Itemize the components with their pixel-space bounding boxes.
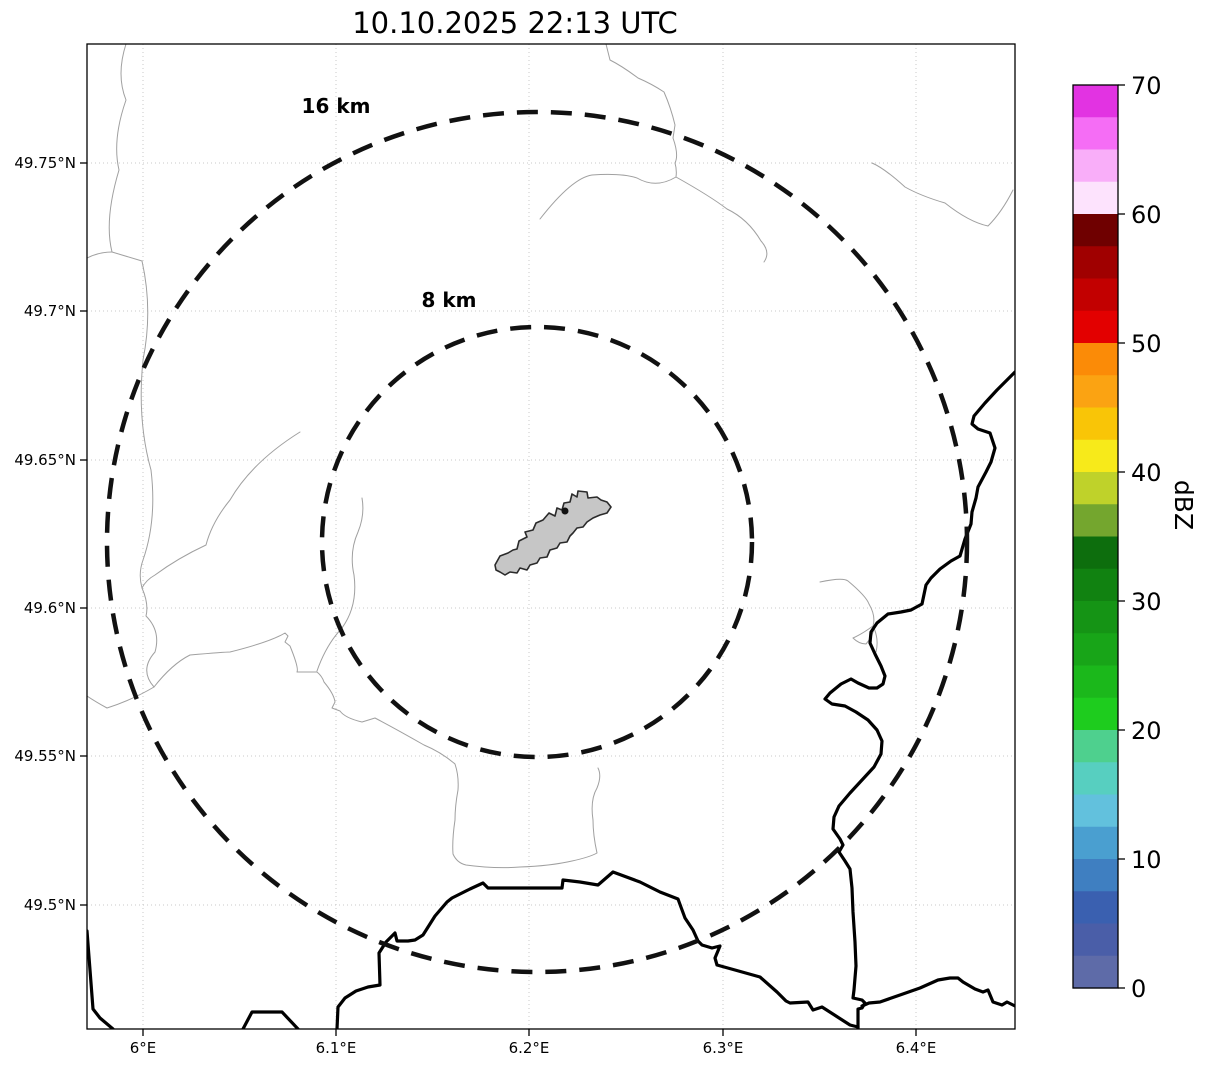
colorbar-tick-label: 20 <box>1131 717 1162 745</box>
colorbar-tick-label: 10 <box>1131 846 1162 874</box>
south-border-east <box>860 976 1015 1008</box>
colorbar-tick-label: 60 <box>1131 201 1162 229</box>
colorbar-segment <box>1073 504 1118 538</box>
colorbar-segment <box>1073 923 1118 957</box>
colorbar-segment <box>1073 601 1118 634</box>
colorbar: 70 60 50 40 30 20 10 0 dBZ <box>1072 72 1198 1003</box>
y-axis: 49.75°N 49.7°N 49.65°N 49.6°N 49.55°N 49… <box>14 154 87 914</box>
colorbar-segment <box>1073 891 1118 925</box>
colorbar-segment <box>1073 568 1118 602</box>
country-border-lines <box>87 370 1015 1029</box>
range-ring-16km <box>104 109 970 975</box>
colorbar-segment <box>1073 730 1118 763</box>
south-border-main <box>335 870 860 1029</box>
colorbar-tick-label: 50 <box>1131 330 1162 358</box>
range-ring-8km-label: 8 km <box>421 288 476 312</box>
south-border-west <box>87 929 115 1029</box>
colorbar-segment <box>1073 697 1118 731</box>
x-tick-label: 6°E <box>130 1039 157 1057</box>
range-ring-16km-label: 16 km <box>302 94 371 118</box>
colorbar-segment <box>1073 633 1118 667</box>
admin-boundary-lines <box>87 44 1014 869</box>
colorbar-segment <box>1073 439 1118 473</box>
range-ring-8km <box>319 324 755 760</box>
x-tick-label: 6.3°E <box>703 1039 744 1057</box>
colorbar-segment <box>1073 246 1118 280</box>
colorbar-segment <box>1073 794 1118 828</box>
colorbar-tick-label: 30 <box>1131 588 1162 616</box>
y-tick-label: 49.7°N <box>24 302 76 320</box>
colorbar-segment <box>1073 826 1118 860</box>
colorbar-frame <box>1072 84 1119 989</box>
colorbar-segment <box>1073 407 1118 441</box>
x-tick-label: 6.4°E <box>896 1039 937 1057</box>
x-axis: 6°E 6.1°E 6.2°E 6.3°E 6.4°E <box>130 1029 937 1057</box>
colorbar-segment <box>1073 859 1118 892</box>
x-tick-label: 6.1°E <box>316 1039 357 1057</box>
y-tick-label: 49.6°N <box>24 599 76 617</box>
y-tick-label: 49.55°N <box>14 747 76 765</box>
colorbar-tick-label: 0 <box>1131 975 1146 1003</box>
colorbar-unit-label: dBZ <box>1169 480 1198 530</box>
colorbar-segment <box>1073 762 1118 796</box>
colorbar-segment <box>1073 343 1118 376</box>
radar-site-dot <box>561 507 569 515</box>
south-border-hill <box>241 1010 300 1029</box>
colorbar-segment <box>1073 955 1118 989</box>
map-frame <box>86 43 1016 1030</box>
colorbar-segment <box>1073 117 1118 151</box>
colorbar-tick-label: 40 <box>1131 459 1162 487</box>
colorbar-segment <box>1073 536 1118 570</box>
colorbar-segment <box>1073 375 1118 409</box>
colorbar-segment <box>1073 149 1118 183</box>
x-tick-label: 6.2°E <box>509 1039 550 1057</box>
colorbar-segment <box>1073 310 1118 344</box>
colorbar-segments <box>1073 85 1118 989</box>
airport-area-polygon <box>494 490 612 576</box>
colorbar-tick-label: 70 <box>1131 72 1162 100</box>
colorbar-segment <box>1073 665 1118 699</box>
y-tick-label: 49.65°N <box>14 451 76 469</box>
y-tick-label: 49.5°N <box>24 896 76 914</box>
y-tick-label: 49.75°N <box>14 154 76 172</box>
moselle-river-border <box>823 370 1015 1029</box>
colorbar-segment <box>1073 278 1118 312</box>
colorbar-segment <box>1073 214 1118 247</box>
colorbar-segment <box>1073 85 1118 118</box>
colorbar-segment <box>1073 181 1118 215</box>
colorbar-segment <box>1073 472 1118 505</box>
plot-title: 10.10.2025 22:13 UTC <box>352 6 678 40</box>
